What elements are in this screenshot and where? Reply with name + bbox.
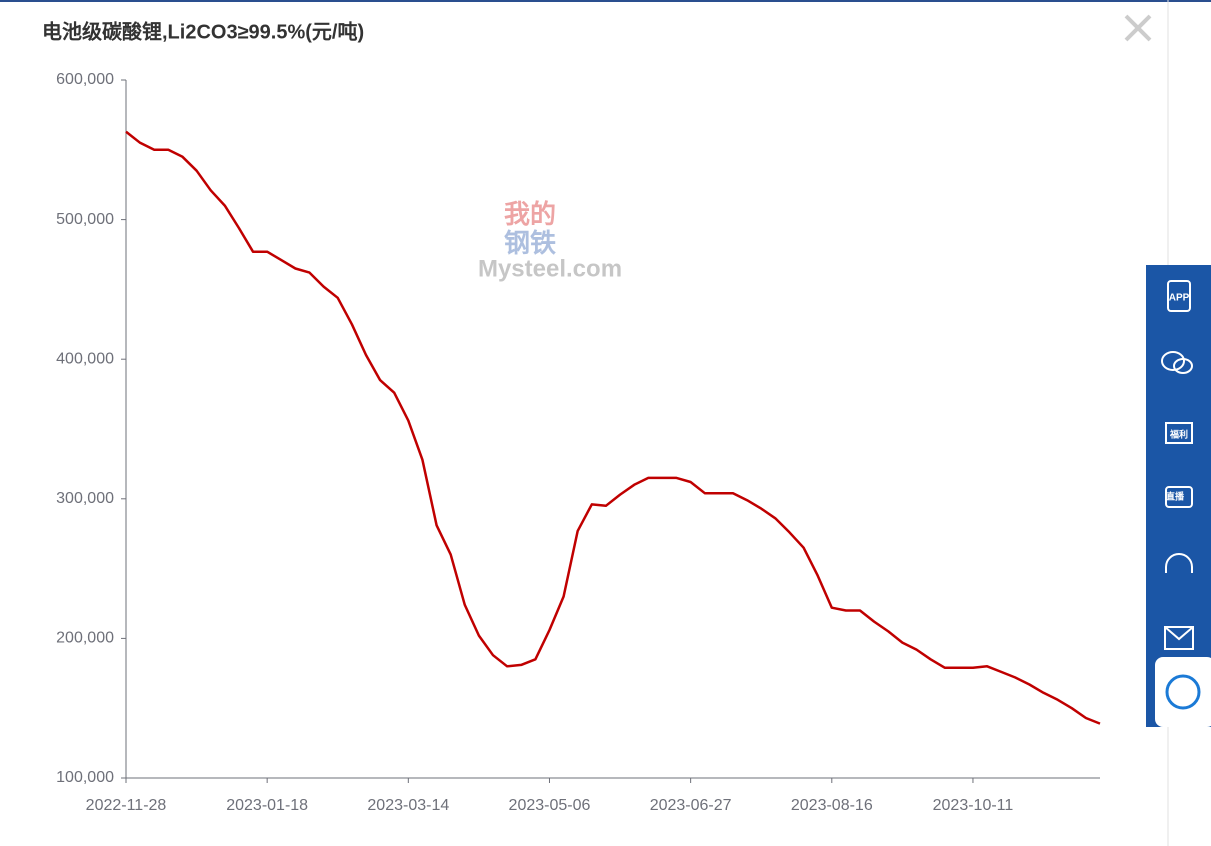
y-tick-label: 400,000	[56, 350, 114, 367]
sidebar-label: APP	[1169, 293, 1190, 304]
close-button[interactable]	[1124, 14, 1152, 42]
sidebar-icons: APP 福利 直播	[1155, 280, 1211, 727]
x-tick-label: 2023-06-27	[650, 797, 732, 814]
wechat-icon[interactable]	[1173, 358, 1193, 374]
ai-button[interactable]	[1155, 657, 1211, 727]
watermark-text: 钢铁	[504, 228, 556, 258]
gift-icon[interactable]	[1165, 422, 1193, 444]
app-icon[interactable]	[1167, 280, 1191, 312]
service-icon[interactable]	[1165, 553, 1193, 573]
y-tick-label: 300,000	[56, 490, 114, 507]
y-tick-label: 100,000	[56, 769, 114, 786]
top-border	[0, 0, 1211, 2]
x-tick-label: 2023-01-18	[226, 797, 308, 814]
watermark-text: 我的	[504, 199, 556, 229]
y-tick-label: 500,000	[56, 211, 114, 228]
sidebar-label: 直播	[1166, 490, 1185, 501]
watermark: 我的 钢铁 Mysteel.com	[478, 199, 622, 282]
y-tick-label: 200,000	[56, 630, 114, 647]
mail-icon[interactable]	[1164, 626, 1194, 650]
y-tick-label: 600,000	[56, 71, 114, 88]
chart-title: 电池级碳酸锂,Li2CO3≥99.5%(元/吨)	[42, 19, 364, 43]
wechat-icon[interactable]	[1161, 351, 1185, 371]
line-series	[125, 130, 1101, 725]
sidebar-label: 福利	[1169, 428, 1188, 439]
watermark-text: Mysteel.com	[478, 255, 622, 282]
ai-icon	[1165, 674, 1201, 710]
x-tick-label: 2023-05-06	[509, 797, 591, 814]
x-tick-label: 2023-03-14	[367, 797, 449, 814]
x-tick-label: 2023-10-11	[933, 797, 1014, 814]
x-tick-label: 2023-08-16	[791, 797, 873, 814]
live-icon[interactable]	[1165, 486, 1193, 508]
sidebar: APP 福利 直播	[1146, 265, 1211, 727]
x-tick-label: 2022-11-28	[86, 797, 167, 814]
